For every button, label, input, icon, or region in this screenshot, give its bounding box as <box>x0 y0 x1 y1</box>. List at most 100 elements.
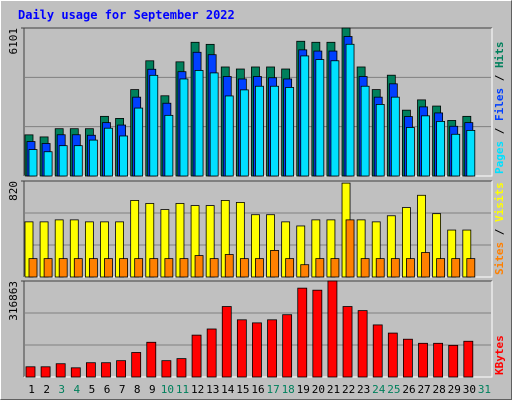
bar <box>88 139 98 177</box>
legend-entry: Visits <box>493 182 506 222</box>
bar <box>85 362 96 378</box>
x-tick-label: 24 <box>372 383 386 396</box>
x-tick-label: 29 <box>448 383 461 396</box>
bar <box>255 258 264 278</box>
bar <box>236 319 247 378</box>
bar <box>179 78 189 177</box>
bar <box>58 145 68 177</box>
bar <box>104 127 113 177</box>
bar <box>164 114 174 177</box>
legend-entry: Files <box>493 88 506 121</box>
legend-separator: / <box>493 68 506 88</box>
bar <box>194 70 204 177</box>
bar <box>70 367 81 378</box>
bar <box>194 255 204 278</box>
bar <box>101 362 111 378</box>
bar <box>345 219 355 278</box>
bar <box>357 310 368 378</box>
legend-entry: Pages <box>493 141 506 174</box>
bar <box>252 322 262 378</box>
bar <box>315 59 325 177</box>
x-tick-label: 26 <box>402 383 415 396</box>
bar <box>436 121 446 177</box>
bar <box>375 258 385 278</box>
bar <box>267 319 277 378</box>
bar <box>134 258 144 278</box>
bar <box>255 85 264 177</box>
bar <box>421 252 430 278</box>
bar <box>73 145 83 177</box>
bar <box>176 358 187 378</box>
bar <box>43 258 53 278</box>
bar <box>448 344 459 378</box>
bar <box>224 254 234 278</box>
x-tick-label: 7 <box>119 383 126 396</box>
x-tick-label: 14 <box>221 383 235 396</box>
x-tick-label: 15 <box>236 383 249 396</box>
bar <box>406 258 415 278</box>
bar <box>119 135 128 177</box>
bar <box>88 258 98 278</box>
bar <box>433 342 444 378</box>
bar <box>418 342 428 378</box>
bar <box>55 363 66 378</box>
bar <box>28 149 38 177</box>
legend: Pages / Files / Hits <box>493 42 506 175</box>
bar <box>421 115 430 177</box>
bar <box>146 341 157 378</box>
chart-title: Daily usage for September 2022 <box>18 8 235 22</box>
legend: Sites / Visits <box>493 182 506 275</box>
x-tick-label: 23 <box>357 383 370 396</box>
x-tick-label: 30 <box>463 383 476 396</box>
bar <box>315 258 325 278</box>
bar <box>360 85 370 177</box>
bar <box>285 87 295 177</box>
bar <box>209 258 219 278</box>
x-tick-label: 6 <box>104 383 111 396</box>
bar <box>466 258 476 278</box>
x-tick-label: 8 <box>134 383 141 396</box>
bar <box>209 72 219 177</box>
bar <box>327 280 338 378</box>
x-tick-label: 21 <box>327 383 340 396</box>
bar <box>28 258 38 278</box>
bar <box>179 258 189 278</box>
bar <box>149 74 159 177</box>
bar <box>387 332 398 378</box>
bar <box>390 96 400 177</box>
bar <box>119 258 128 278</box>
x-tick-label: 22 <box>342 383 355 396</box>
bar <box>390 258 400 278</box>
x-tick-label: 12 <box>191 383 204 396</box>
x-tick-label: 16 <box>251 383 264 396</box>
x-tick-label: 4 <box>74 383 81 396</box>
bar <box>116 360 126 378</box>
legend-entry: KBytes <box>493 335 506 375</box>
x-tick-label: 25 <box>387 383 400 396</box>
bar <box>342 306 353 378</box>
bar <box>463 340 474 378</box>
x-tick-label: 18 <box>282 383 295 396</box>
bar <box>40 366 51 378</box>
bar <box>104 258 113 278</box>
y-tick-label: 316863 <box>7 281 20 321</box>
bar <box>149 258 159 278</box>
bar <box>375 104 385 177</box>
bar <box>43 151 53 177</box>
bar <box>436 258 446 278</box>
bar <box>300 264 310 278</box>
bar <box>330 60 340 177</box>
y-tick-label: 820 <box>7 181 20 201</box>
bar <box>300 55 310 177</box>
bar <box>131 352 142 378</box>
bar <box>330 258 340 278</box>
x-tick-label: 19 <box>297 383 310 396</box>
x-tick-label: 28 <box>433 383 446 396</box>
bar <box>360 258 370 278</box>
bar <box>239 258 249 278</box>
x-tick-label: 3 <box>58 383 65 396</box>
bar <box>345 43 355 177</box>
legend-entry: Sites <box>493 242 506 275</box>
bar <box>372 324 383 378</box>
